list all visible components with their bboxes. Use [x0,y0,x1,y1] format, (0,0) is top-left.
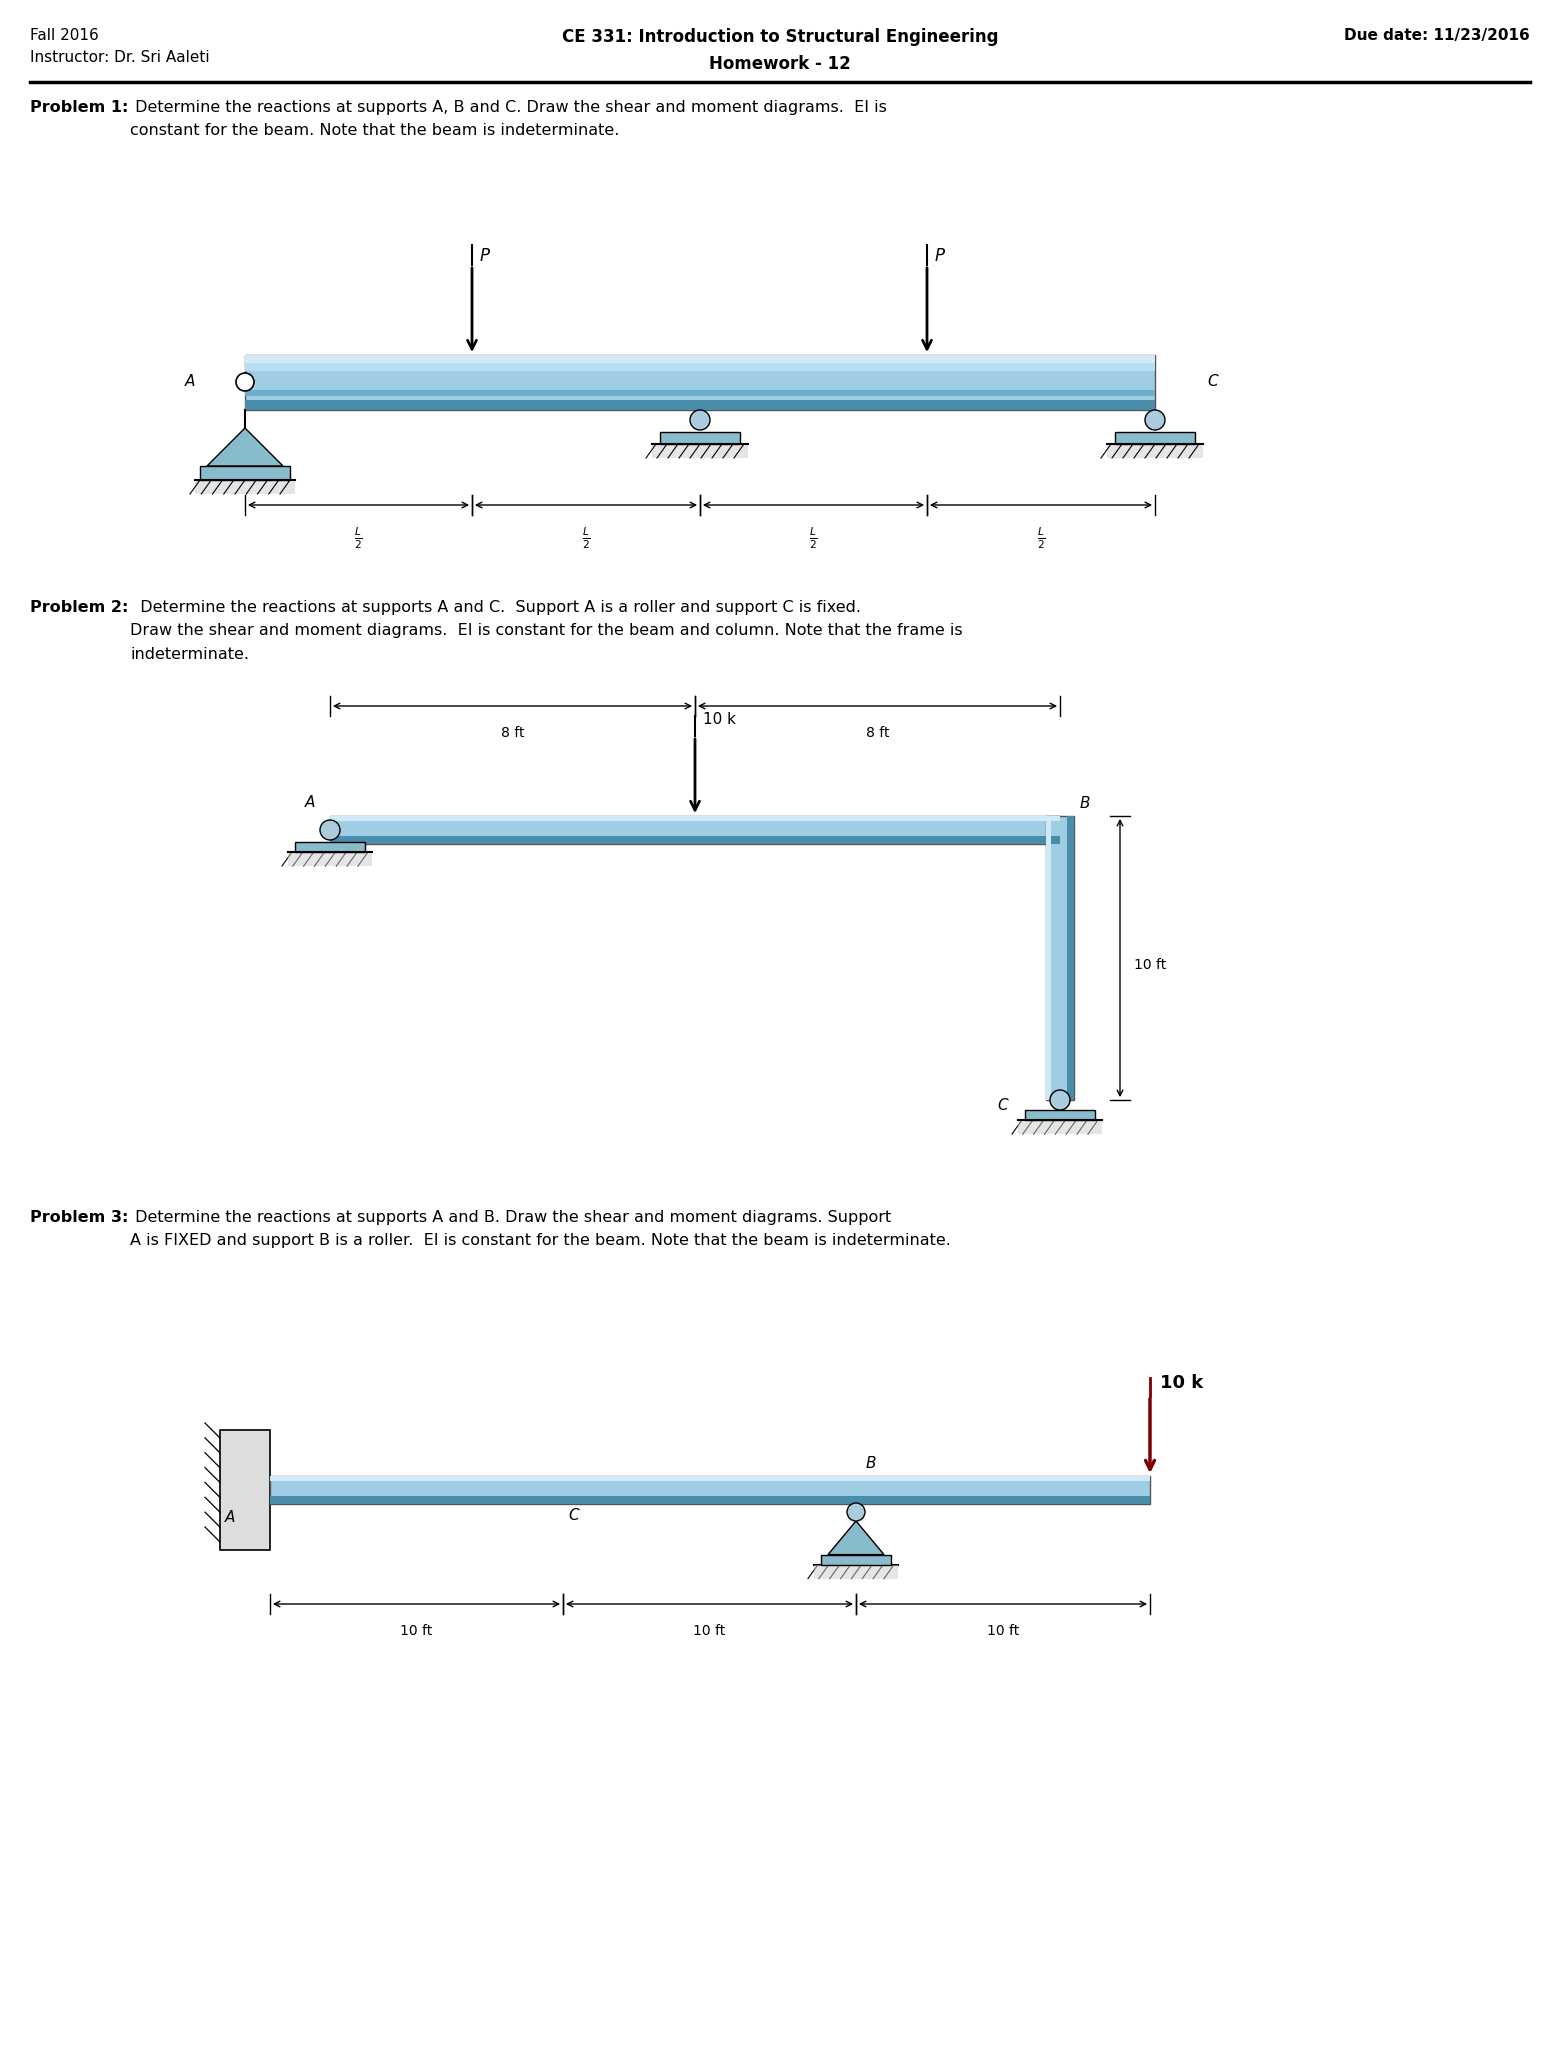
Bar [331,837,1059,845]
Circle shape [236,372,254,391]
Bar [220,1430,270,1551]
Text: $\frac{L}{2}$: $\frac{L}{2}$ [1036,526,1045,550]
Text: Instructor: Dr. Sri Aaleti: Instructor: Dr. Sri Aaleti [30,49,209,65]
Bar [331,816,1059,820]
Text: Problem 3:: Problem 3: [30,1209,128,1226]
Bar [1108,444,1203,458]
Bar [195,481,295,493]
Bar [245,362,1154,370]
Bar [245,356,1154,362]
Polygon shape [207,428,282,466]
Text: Determine the reactions at supports A and C.  Support A is a roller and support : Determine the reactions at supports A an… [129,599,963,661]
Text: B: B [866,1457,877,1471]
Bar [331,816,1059,845]
Bar [1115,432,1195,444]
Text: $\frac{L}{2}$: $\frac{L}{2}$ [582,526,590,550]
Text: Determine the reactions at supports A and B. Draw the shear and moment diagrams.: Determine the reactions at supports A an… [129,1209,952,1248]
Text: $\frac{L}{2}$: $\frac{L}{2}$ [354,526,363,550]
Circle shape [1145,409,1165,430]
Bar [270,1475,1150,1481]
Text: $\frac{L}{2}$: $\frac{L}{2}$ [810,526,817,550]
Bar [814,1565,899,1580]
Text: C: C [1207,374,1218,389]
Bar [1019,1119,1101,1133]
Circle shape [1050,1091,1070,1111]
Text: A: A [184,374,195,389]
Bar [1047,816,1073,1101]
Text: 10 ft: 10 ft [401,1625,432,1639]
Text: 10 ft: 10 ft [693,1625,725,1639]
Text: B: B [685,432,696,446]
Bar [270,1496,1150,1504]
Text: CE 331: Introduction to Structural Engineering: CE 331: Introduction to Structural Engin… [562,29,998,45]
Text: Problem 1:: Problem 1: [30,100,128,115]
Text: 10 ft: 10 ft [987,1625,1019,1639]
Bar [1047,816,1051,1101]
Circle shape [690,409,710,430]
Bar [200,466,290,481]
Text: 10 k: 10 k [1161,1375,1203,1391]
Text: Homework - 12: Homework - 12 [710,55,850,74]
Text: Determine the reactions at supports A, B and C. Draw the shear and moment diagra: Determine the reactions at supports A, B… [129,100,888,139]
Text: A: A [225,1510,236,1524]
Text: Problem 2:: Problem 2: [30,599,128,616]
Text: B: B [1080,796,1090,810]
Text: C: C [568,1508,579,1522]
Bar [245,391,1154,397]
Bar [1067,816,1073,1101]
Text: 8 ft: 8 ft [866,726,889,741]
Bar [245,401,1154,409]
Text: 10 ft: 10 ft [1134,958,1167,972]
Text: P: P [480,248,490,266]
Bar [295,843,365,851]
Text: P: P [934,248,945,266]
Text: Fall 2016: Fall 2016 [30,29,98,43]
Circle shape [320,820,340,841]
Bar [289,851,371,865]
Circle shape [847,1504,864,1520]
Bar [660,432,739,444]
Text: A: A [304,796,315,810]
Bar [245,356,1154,409]
Text: Due date: 11/23/2016: Due date: 11/23/2016 [1345,29,1530,43]
Text: 10 k: 10 k [704,712,736,726]
Text: C: C [997,1097,1008,1113]
Bar [821,1555,891,1565]
Bar [270,1475,1150,1504]
Text: 8 ft: 8 ft [501,726,524,741]
Bar [652,444,747,458]
Bar [1025,1111,1095,1119]
Polygon shape [828,1520,885,1555]
